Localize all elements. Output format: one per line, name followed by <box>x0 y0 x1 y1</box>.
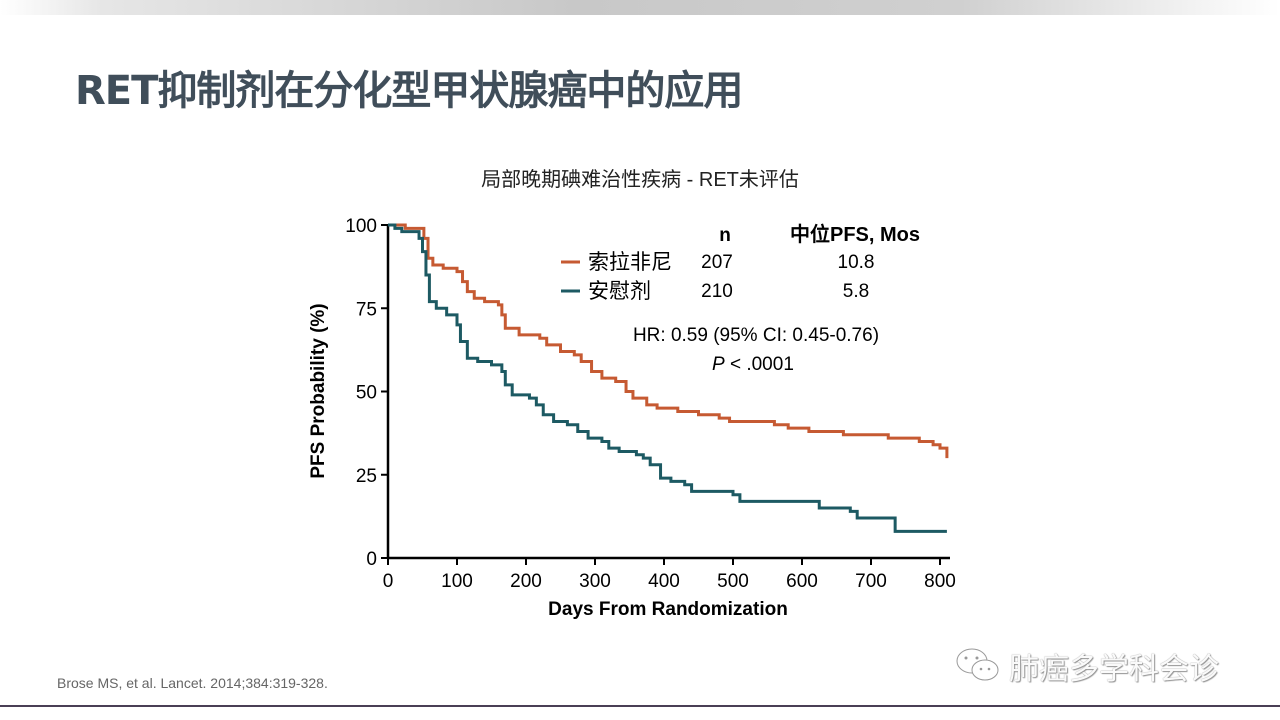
km-curve-placebo <box>388 223 947 533</box>
slide-title: RET抑制剂在分化型甲状腺癌中的应用 <box>75 68 743 114</box>
y-tick-label: 25 <box>356 466 377 487</box>
y-tick-label: 50 <box>356 383 377 404</box>
y-axis-label: PFS Probability (%) <box>308 303 329 478</box>
watermark-text: 肺癌多学科会诊 <box>1009 653 1219 686</box>
x-tick-label: 400 <box>648 571 680 592</box>
bottom-divider <box>0 705 1280 707</box>
x-tick-label: 300 <box>579 571 611 592</box>
p-label: P <box>712 354 725 375</box>
legend-n: 210 <box>701 281 733 302</box>
km-curve-sorafenib <box>388 223 949 459</box>
y-tick-label: 0 <box>366 549 377 570</box>
legend-name: 安慰剂 <box>588 280 651 303</box>
chart-title: 局部晚期碘难治性疾病 - RET未评估 <box>481 169 799 191</box>
x-tick-label: 100 <box>441 571 473 592</box>
x-tick-label: 700 <box>855 571 887 592</box>
legend-median-pfs: 10.8 <box>838 252 875 273</box>
x-tick-label: 500 <box>717 571 749 592</box>
top-gradient-bar <box>0 0 1280 15</box>
p-value: P < .0001 <box>712 354 794 375</box>
legend-name: 索拉非尼 <box>588 251 672 274</box>
hazard-ratio: HR: 0.59 (95% CI: 0.45-0.76) <box>633 325 879 346</box>
x-tick-label: 600 <box>786 571 818 592</box>
x-axis-label: Days From Randomization <box>548 599 788 620</box>
wechat-icon <box>956 648 999 681</box>
x-tick-label: 0 <box>383 571 394 592</box>
p-number: < .0001 <box>725 354 794 375</box>
legend-header-pfs: 中位PFS, Mos <box>790 222 920 246</box>
y-tick-label: 75 <box>356 299 377 320</box>
x-tick-label: 200 <box>510 571 542 592</box>
y-tick-label: 100 <box>345 216 377 237</box>
citation: Brose MS, et al. Lancet. 2014;384:319-32… <box>57 675 328 691</box>
legend-n: 207 <box>701 252 733 273</box>
x-tick-label: 800 <box>924 571 956 592</box>
watermark: 肺癌多学科会诊 <box>955 644 1219 688</box>
legend-header-n: n <box>719 225 731 246</box>
legend-median-pfs: 5.8 <box>843 281 869 302</box>
